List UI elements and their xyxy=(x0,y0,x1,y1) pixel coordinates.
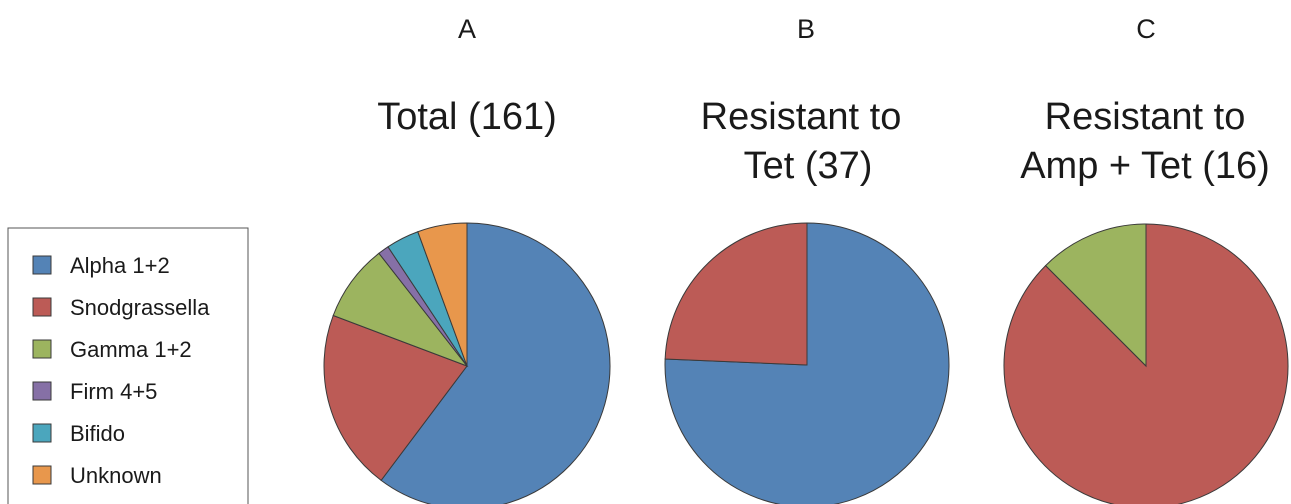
pie-a-slice-unknown xyxy=(417,222,468,367)
legend-entry-firm: Firm 4+5 xyxy=(32,379,157,404)
legend-swatch-alpha xyxy=(32,255,52,275)
panel-title-b-line-2: Tet (37) xyxy=(744,145,873,187)
legend-entry-gamma: Gamma 1+2 xyxy=(32,337,192,362)
pie-c-slice-snodgrassella xyxy=(1003,223,1289,504)
panel-title-c-line-2: Amp + Tet (16) xyxy=(1020,145,1270,187)
pie-c xyxy=(1003,223,1289,504)
panel-letter-a: A xyxy=(458,14,476,44)
panel-c: C Resistant to Amp + Tet (16) xyxy=(1003,14,1289,504)
legend-swatch-unknown xyxy=(32,465,52,485)
pie-b-slice-alpha-1-2 xyxy=(664,222,950,504)
legend-swatch-firm xyxy=(32,381,52,401)
panel-letter-c: C xyxy=(1136,14,1156,44)
panel-title-b-line-1: Resistant to xyxy=(701,96,902,138)
panel-title-c-line-1: Resistant to xyxy=(1045,96,1246,138)
pie-a xyxy=(323,222,611,504)
panel-a: A Total (161) xyxy=(323,14,611,504)
legend-swatch-bifido xyxy=(32,423,52,443)
legend-label-bifido: Bifido xyxy=(70,421,125,446)
legend-entry-unknown: Unknown xyxy=(32,463,162,488)
legend: Alpha 1+2 Snodgrassella Gamma 1+2 Firm 4… xyxy=(7,227,249,504)
legend-label-firm: Firm 4+5 xyxy=(70,379,157,404)
legend-entry-alpha: Alpha 1+2 xyxy=(32,253,170,278)
legend-swatch-gamma xyxy=(32,339,52,359)
legend-swatch-snodgrassella xyxy=(32,297,52,317)
pie-b xyxy=(664,222,950,504)
legend-label-gamma: Gamma 1+2 xyxy=(70,337,192,362)
legend-label-unknown: Unknown xyxy=(70,463,162,488)
legend-label-snodgrassella: Snodgrassella xyxy=(70,295,210,320)
panel-letter-b: B xyxy=(797,14,815,44)
pie-a-slice-snodgrassella xyxy=(323,314,468,482)
pie-c-slice-gamma-1-2 xyxy=(1044,223,1147,368)
legend-label-alpha: Alpha 1+2 xyxy=(70,253,170,278)
legend-entry-bifido: Bifido xyxy=(32,421,125,446)
panel-b: B Resistant to Tet (37) xyxy=(664,14,950,504)
pie-b-slice-snodgrassella xyxy=(664,222,808,366)
panel-title-a-line-1: Total (161) xyxy=(377,96,557,138)
legend-entry-snodgrassella: Snodgrassella xyxy=(32,295,210,320)
pie-a-slice-alpha-1-2 xyxy=(380,222,611,504)
